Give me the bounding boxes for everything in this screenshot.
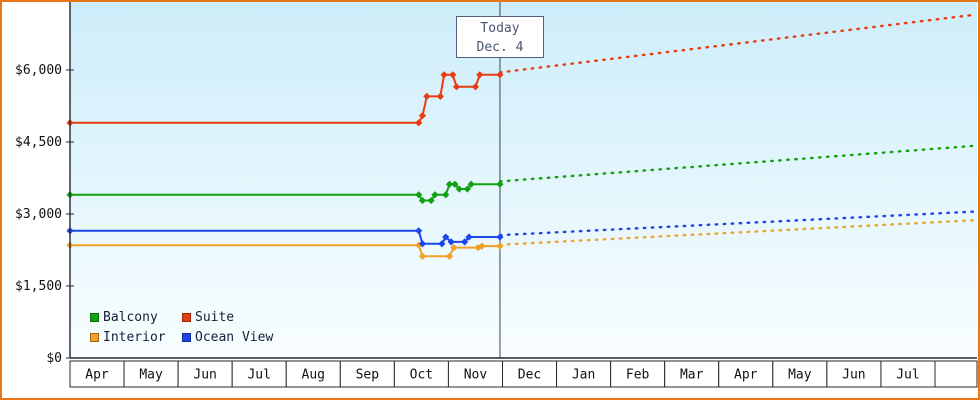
data-point-marker [461,238,469,246]
x-axis-month-cell [610,360,666,388]
x-axis-month-cell [69,360,125,388]
x-axis-month-label: Apr [85,368,109,383]
data-point-marker [418,240,427,248]
x-axis-month-label: Jan [572,368,595,383]
data-point-marker [418,196,427,205]
x-axis-month-cell [231,360,287,388]
x-axis-month-cell [826,360,882,388]
x-axis-month-cell [772,360,828,388]
legend-item-interior: Interior [90,330,182,345]
y-tick-label: $1,500 [15,279,62,294]
data-point-marker [442,191,450,199]
data-point-marker [415,119,423,127]
data-point-marker [423,92,431,100]
balcony-swatch-icon [90,313,99,322]
legend-item-ocean-view: Ocean View [182,330,273,345]
data-point-marker [415,227,423,235]
data-point-marker [452,83,461,91]
x-axis-month-label: May [788,368,812,383]
data-point-marker [471,83,480,91]
data-point-marker [478,242,486,250]
series-projection-suite [498,13,976,74]
data-point-marker [431,191,439,199]
data-point-marker [415,191,423,199]
legend-label-balcony: Balcony [103,310,158,325]
x-axis-month-label: Jun [193,368,216,383]
x-axis-month-cell-partial [934,360,978,388]
data-point-marker [442,233,450,241]
data-point-marker [418,252,427,260]
suite-swatch-icon [182,313,191,322]
data-point-marker [496,242,504,250]
data-point-marker [496,233,504,241]
y-tick-label: $3,000 [15,207,62,222]
x-axis-month-label: Sep [356,368,380,383]
x-axis-month-cell [393,360,449,388]
x-axis-month-label: Jun [842,368,865,383]
x-axis-month-cell [880,360,936,388]
series-projection-interior [498,219,976,246]
x-axis-month-label: Mar [680,368,704,383]
legend-label-ocean-view: Ocean View [195,330,274,345]
x-axis-month-label: Apr [734,368,758,383]
data-point-marker [496,180,504,188]
legend-label-suite: Suite [195,310,235,325]
ocean-view-swatch-icon [182,333,191,342]
series-projection-balcony [498,144,976,183]
today-label-line1: Today [480,21,520,36]
data-point-marker [445,180,454,188]
data-point-marker [476,71,484,79]
x-axis-month-label: Aug [302,368,325,383]
x-axis-month-cell [664,360,720,388]
today-label-line2: Dec. 4 [476,40,524,55]
data-point-marker [418,112,427,120]
data-point-marker [440,71,448,79]
data-point-marker [438,240,446,248]
today-label: Today Dec. 4 [456,16,544,58]
x-axis-month-label: Feb [626,368,650,383]
data-point-marker [455,185,463,193]
x-axis-month-cell [177,360,233,388]
y-tick-label: $6,000 [15,63,62,78]
data-point-marker [463,185,471,193]
x-axis-month-label: Oct [410,368,433,383]
data-point-marker [450,244,458,252]
legend-item-balcony: Balcony [90,310,182,325]
x-axis-month-cell [556,360,612,388]
legend-label-interior: Interior [103,330,166,345]
legend: Balcony Suite Interior Ocean View [90,310,273,345]
data-point-marker [447,238,455,246]
y-tick-label: $4,500 [15,135,62,150]
x-axis-month-label: May [139,368,163,383]
series-projection-ocean-view [498,210,976,237]
x-axis-month-cell [718,360,774,388]
data-point-marker [445,252,454,260]
x-axis-month-label: Jul [247,368,270,383]
data-point-marker [427,196,435,205]
data-point-marker [465,233,473,241]
data-point-marker [451,180,459,188]
y-tick-label: $0 [46,351,62,366]
interior-swatch-icon [90,333,99,342]
data-point-marker [449,71,457,79]
data-point-marker [436,92,444,100]
data-point-marker [467,180,475,188]
legend-item-suite: Suite [182,310,273,325]
x-axis-month-cell [447,360,503,388]
x-axis-month-label: Dec [518,368,541,383]
data-point-marker [496,71,504,79]
x-axis-month-label: Nov [464,368,488,383]
x-axis-month-cell [123,360,179,388]
x-axis-month-label: Jul [896,368,919,383]
